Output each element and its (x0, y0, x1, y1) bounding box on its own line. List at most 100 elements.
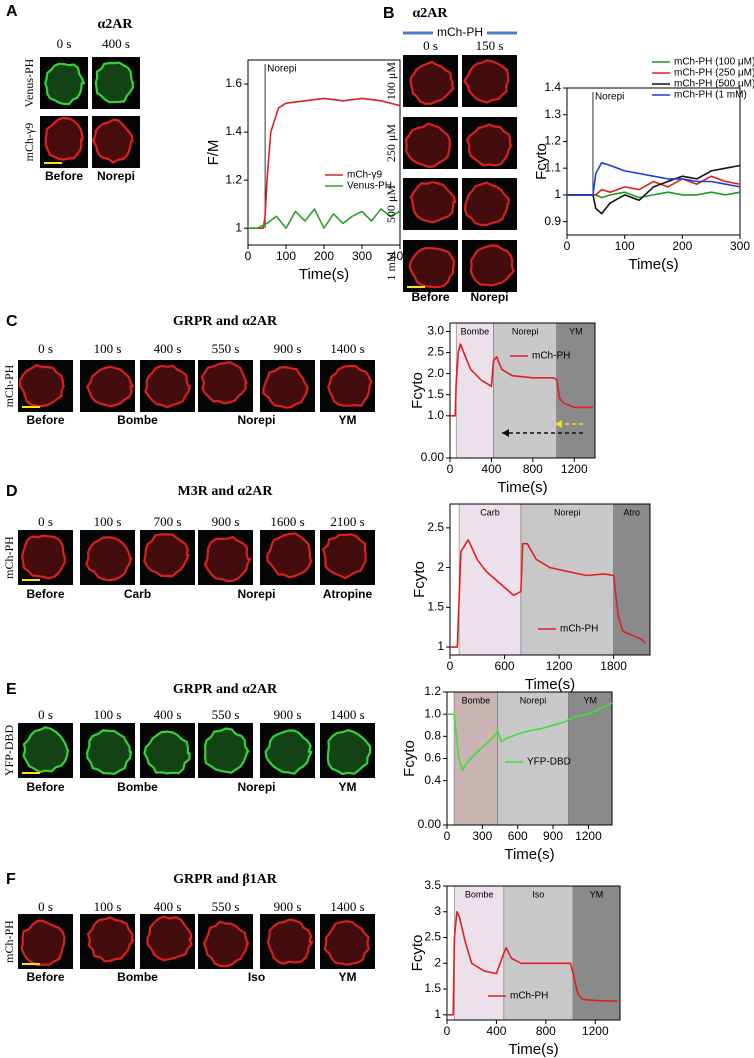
y-tick-label: 0.6 (424, 751, 441, 765)
y-tick-label: 1.4 (225, 124, 242, 138)
micrograph (198, 723, 253, 778)
cell (408, 246, 456, 289)
cell (465, 123, 513, 167)
cell (409, 60, 455, 105)
x-tick-label: 1200 (561, 462, 588, 476)
y-tick-label: 3.5 (424, 878, 441, 892)
time-label: 1400 s (330, 341, 364, 356)
x-tick-label: 600 (495, 659, 515, 673)
time-label: 700 s (154, 514, 182, 529)
row-label: 250 μM (384, 124, 398, 162)
row-label: 1 mM (384, 251, 398, 280)
x-tick-label: 0 (245, 249, 252, 263)
condition-label: Before (26, 587, 64, 601)
row-label: YFP-DBD (2, 725, 16, 777)
cell (86, 365, 134, 408)
y-tick-label: 1.0 (424, 706, 441, 720)
region-label: Norepi (520, 695, 547, 705)
region-label: YM (569, 326, 583, 336)
y-tick-label: 3.0 (427, 324, 444, 338)
time-label: 100 s (94, 899, 122, 914)
y-axis-label: Fcyto (411, 561, 428, 598)
x-axis-label: Time(s) (628, 256, 678, 273)
cell (202, 920, 250, 968)
x-axis-label: Time(s) (508, 1041, 558, 1058)
row-label: mCh-PH (2, 920, 16, 963)
legend-label: mCh-PH (250 μM) (674, 68, 754, 79)
region-label: Bombe (461, 326, 490, 336)
row-label: mCh-PH (2, 536, 16, 579)
y-tick-label: 2 (434, 955, 441, 969)
x-tick-label: 300 (472, 829, 492, 843)
cell (264, 729, 313, 775)
condition-label: Before (26, 413, 64, 427)
condition-label: Norepi (237, 587, 275, 601)
series-line (450, 343, 593, 417)
micrograph (80, 723, 135, 778)
panel-title: α2AR (412, 6, 448, 21)
condition-label: Bombe (117, 970, 158, 984)
y-tick-label: 1.5 (427, 599, 444, 613)
panel-letter: C (6, 313, 18, 330)
x-tick-label: 1800 (600, 659, 627, 673)
series-line (567, 175, 741, 196)
region-label: Bombe (465, 889, 494, 899)
panel-title: GRPR and α2AR (173, 314, 278, 329)
region (453, 691, 498, 826)
plot-frame (449, 503, 651, 656)
time-label: 400 s (154, 707, 182, 722)
region-label: Iso (532, 889, 544, 899)
region (497, 691, 569, 826)
condition-label: Norepi (470, 290, 508, 304)
time-label: 550 s (212, 341, 240, 356)
condition-label: Before (45, 169, 83, 183)
cell (327, 364, 373, 407)
y-tick-label: 1 (235, 220, 242, 234)
region-label: Atro (624, 507, 641, 517)
condition-label: Bombe (117, 780, 158, 794)
y-tick-label: 0.9 (544, 214, 561, 228)
row-label: mCh-γ9 (22, 123, 36, 162)
y-tick-label: 1.5 (427, 387, 444, 401)
y-tick-label: 2.5 (427, 520, 444, 534)
micrograph (403, 55, 458, 107)
region-label: Carb (480, 507, 500, 517)
plot-frame (446, 885, 621, 1021)
micrograph (140, 360, 195, 412)
x-tick-label: 0 (444, 829, 451, 843)
time-label: 100 s (94, 707, 122, 722)
micrograph (40, 57, 88, 109)
row-label: mCh-PH (2, 364, 16, 407)
x-axis-label: Time(s) (525, 676, 575, 693)
plot-frame (247, 59, 401, 246)
region (520, 503, 614, 656)
x-axis-label: Time(s) (504, 846, 554, 863)
x-tick-label: 800 (523, 462, 543, 476)
y-tick-label: 2.5 (427, 345, 444, 359)
time-label: 1400 s (330, 707, 364, 722)
x-tick-label: 100 (615, 239, 635, 253)
condition-label: Before (411, 290, 449, 304)
time-label: 0 s (38, 899, 53, 914)
micrograph (18, 723, 73, 778)
time-label: 400 s (154, 341, 182, 356)
cell (463, 59, 510, 104)
time-label: 1600 s (270, 514, 304, 529)
condition-label: Norepi (97, 169, 135, 183)
region (568, 691, 613, 826)
y-axis-label: Fcyto (401, 740, 418, 777)
y-tick-label: 1.2 (225, 172, 242, 186)
legend-label: mCh-PH (510, 991, 548, 1002)
x-tick-label: 100 (276, 249, 296, 263)
x-tick-label: 1200 (582, 1024, 609, 1038)
y-tick-label: 1.2 (424, 684, 441, 698)
y-tick-label: 1 (554, 187, 561, 201)
x-tick-label: 0 (447, 462, 454, 476)
series-line (248, 208, 401, 229)
cell (85, 536, 133, 582)
x-tick-label: 300 (352, 249, 372, 263)
x-tick-label: 200 (314, 249, 334, 263)
panel-letter: B (383, 5, 395, 22)
cell (91, 118, 134, 164)
time-label: 900 s (212, 514, 240, 529)
